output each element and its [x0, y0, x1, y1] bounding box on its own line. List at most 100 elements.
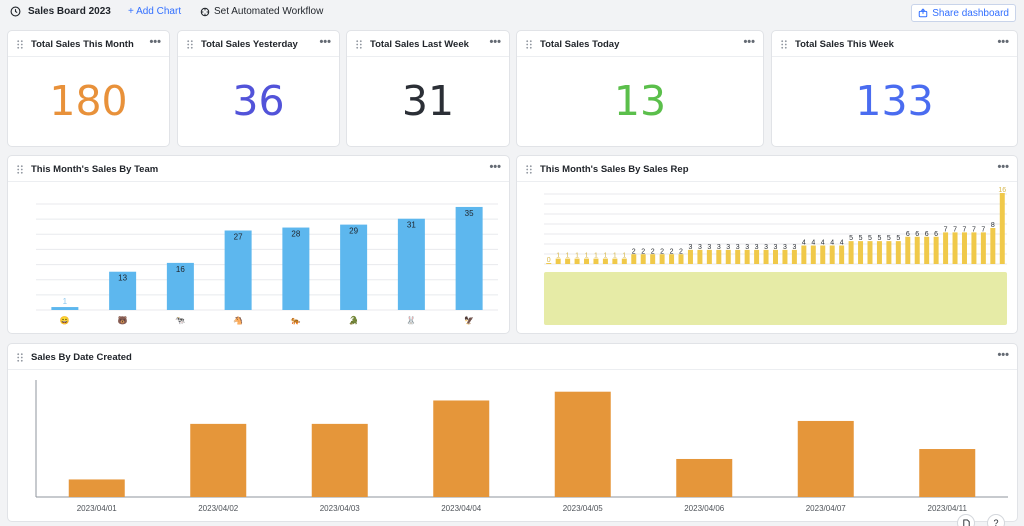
- card-title: Sales By Date Created: [31, 352, 132, 363]
- team-category-label: 🐊: [349, 315, 359, 325]
- drag-handle-icon[interactable]: [17, 40, 23, 49]
- team-bar-label: 31: [407, 221, 416, 230]
- workflow-icon: [200, 7, 210, 16]
- team-bar-label: 16: [176, 265, 185, 274]
- card-header: Total Sales Yesterday •••: [178, 31, 339, 57]
- rep-bar-label: 4: [811, 240, 815, 247]
- card-header: This Month's Sales By Sales Rep •••: [517, 156, 1017, 182]
- rep-bar: [839, 245, 845, 264]
- date-category-label: 2023/04/01: [77, 504, 118, 513]
- stat-card-this-week[interactable]: Total Sales This Week ••• 133: [771, 30, 1018, 147]
- rep-bar: [886, 241, 892, 264]
- rep-bar: [971, 232, 977, 264]
- rep-bar: [744, 249, 750, 264]
- card-title: Total Sales Today: [540, 39, 620, 50]
- card-header: This Month's Sales By Team •••: [8, 156, 509, 182]
- card-title: This Month's Sales By Sales Rep: [540, 164, 689, 175]
- drag-handle-icon[interactable]: [17, 165, 23, 174]
- share-dashboard-button[interactable]: Share dashboard: [911, 4, 1016, 22]
- more-options-button[interactable]: •••: [149, 36, 161, 48]
- rep-bar: [773, 249, 778, 264]
- date-category-label: 2023/04/07: [806, 504, 847, 513]
- date-category-label: 2023/04/11: [928, 504, 968, 513]
- rep-bar: [999, 193, 1005, 264]
- board-title-group[interactable]: Sales Board 2023: [10, 6, 111, 17]
- rep-bar-label: 5: [896, 235, 900, 242]
- team-bar-label: 13: [118, 274, 127, 283]
- date-bar: [68, 479, 125, 497]
- more-options-button[interactable]: •••: [997, 36, 1009, 48]
- rep-bar-label: 16: [998, 187, 1006, 194]
- drag-handle-icon[interactable]: [356, 40, 362, 49]
- floating-help-button[interactable]: ?: [987, 514, 1005, 526]
- drag-handle-icon[interactable]: [187, 40, 193, 49]
- date-category-label: 2023/04/06: [684, 504, 725, 513]
- rep-bar: [952, 232, 958, 264]
- rep-bar: [593, 258, 599, 264]
- drag-handle-icon[interactable]: [526, 165, 532, 174]
- date-bar: [554, 391, 611, 497]
- date-bar-chart: 2023/04/01 2023/04/02 2023/04/03 2023/04/04…: [35, 380, 1008, 513]
- rep-bar: [858, 241, 864, 264]
- rep-bar: [867, 241, 873, 264]
- more-options-button[interactable]: •••: [489, 36, 501, 48]
- team-bar: [224, 230, 252, 310]
- rep-bar-label: 1: [613, 253, 617, 260]
- rep-bar: [820, 245, 826, 264]
- card-title: Total Sales This Month: [31, 39, 134, 50]
- drag-handle-icon[interactable]: [526, 40, 532, 49]
- rep-bar-chart: 01 1 1 1 1 1 1 12 2 2 2 2 23 3 3 3 3 3 3 3 3 3 3 34 4 4 4 45 5 5 5 5 56 6…: [544, 187, 1007, 325]
- rep-bar: [584, 258, 590, 264]
- rep-bar: [725, 249, 731, 264]
- floating-document-button[interactable]: [957, 514, 975, 526]
- more-options-button[interactable]: •••: [319, 36, 331, 48]
- date-bar: [190, 423, 247, 497]
- stat-card-today[interactable]: Total Sales Today ••• 13: [516, 30, 764, 147]
- card-title: Total Sales This Week: [795, 39, 894, 50]
- stat-card-yesterday[interactable]: Total Sales Yesterday ••• 36: [177, 30, 340, 147]
- stat-card-last-week[interactable]: Total Sales Last Week ••• 31: [346, 30, 510, 147]
- rep-bar: [546, 263, 552, 264]
- rep-bar: [829, 245, 835, 264]
- rep-bar-label: 6: [906, 231, 910, 238]
- rep-bar: [943, 232, 949, 264]
- rep-bar-label: 6: [934, 231, 938, 238]
- rep-bar: [697, 249, 703, 264]
- rep-bar-label: 4: [821, 240, 825, 247]
- team-category-label: 🐰: [406, 315, 416, 325]
- rep-bar: [924, 236, 930, 264]
- date-bar: [676, 458, 733, 497]
- rep-bar: [650, 254, 656, 264]
- automated-workflow-button[interactable]: Set Automated Workflow: [200, 6, 323, 17]
- team-chart-card[interactable]: This Month's Sales By Team ••• 1 😄 13 🐻 16 🐄 2…: [7, 155, 510, 334]
- more-options-button[interactable]: •••: [997, 161, 1009, 173]
- rep-bar: [602, 258, 608, 264]
- more-options-button[interactable]: •••: [489, 161, 501, 173]
- rep-bar: [612, 258, 618, 264]
- more-options-button[interactable]: •••: [997, 349, 1009, 361]
- rep-bar: [574, 258, 580, 264]
- rep-bar-label: 6: [925, 231, 929, 238]
- stat-value: 36: [232, 77, 285, 125]
- rep-bar: [791, 249, 797, 264]
- card-title: This Month's Sales By Team: [31, 164, 159, 175]
- team-bar-label: 27: [234, 233, 243, 242]
- stat-value: 31: [401, 77, 455, 125]
- add-chart-button[interactable]: + Add Chart: [128, 6, 182, 17]
- share-label: Share dashboard: [932, 7, 1009, 19]
- drag-handle-icon[interactable]: [781, 40, 787, 49]
- rep-bar-label: 3: [774, 244, 778, 251]
- team-category-label: 🐴: [233, 315, 243, 325]
- rep-bar-label: 7: [944, 226, 948, 233]
- rep-bar: [706, 249, 712, 264]
- team-bar-label: 35: [465, 209, 474, 218]
- date-chart-card[interactable]: Sales By Date Created ••• 2023/04/01 2023…: [7, 343, 1018, 522]
- stat-card-month[interactable]: Total Sales This Month ••• 180: [7, 30, 170, 147]
- rep-bar-label: 1: [603, 253, 607, 260]
- rep-bar-label: 4: [840, 240, 844, 247]
- more-options-button[interactable]: •••: [743, 36, 755, 48]
- stat-value: 133: [855, 77, 934, 125]
- team-bar: [340, 224, 368, 310]
- drag-handle-icon[interactable]: [17, 353, 23, 362]
